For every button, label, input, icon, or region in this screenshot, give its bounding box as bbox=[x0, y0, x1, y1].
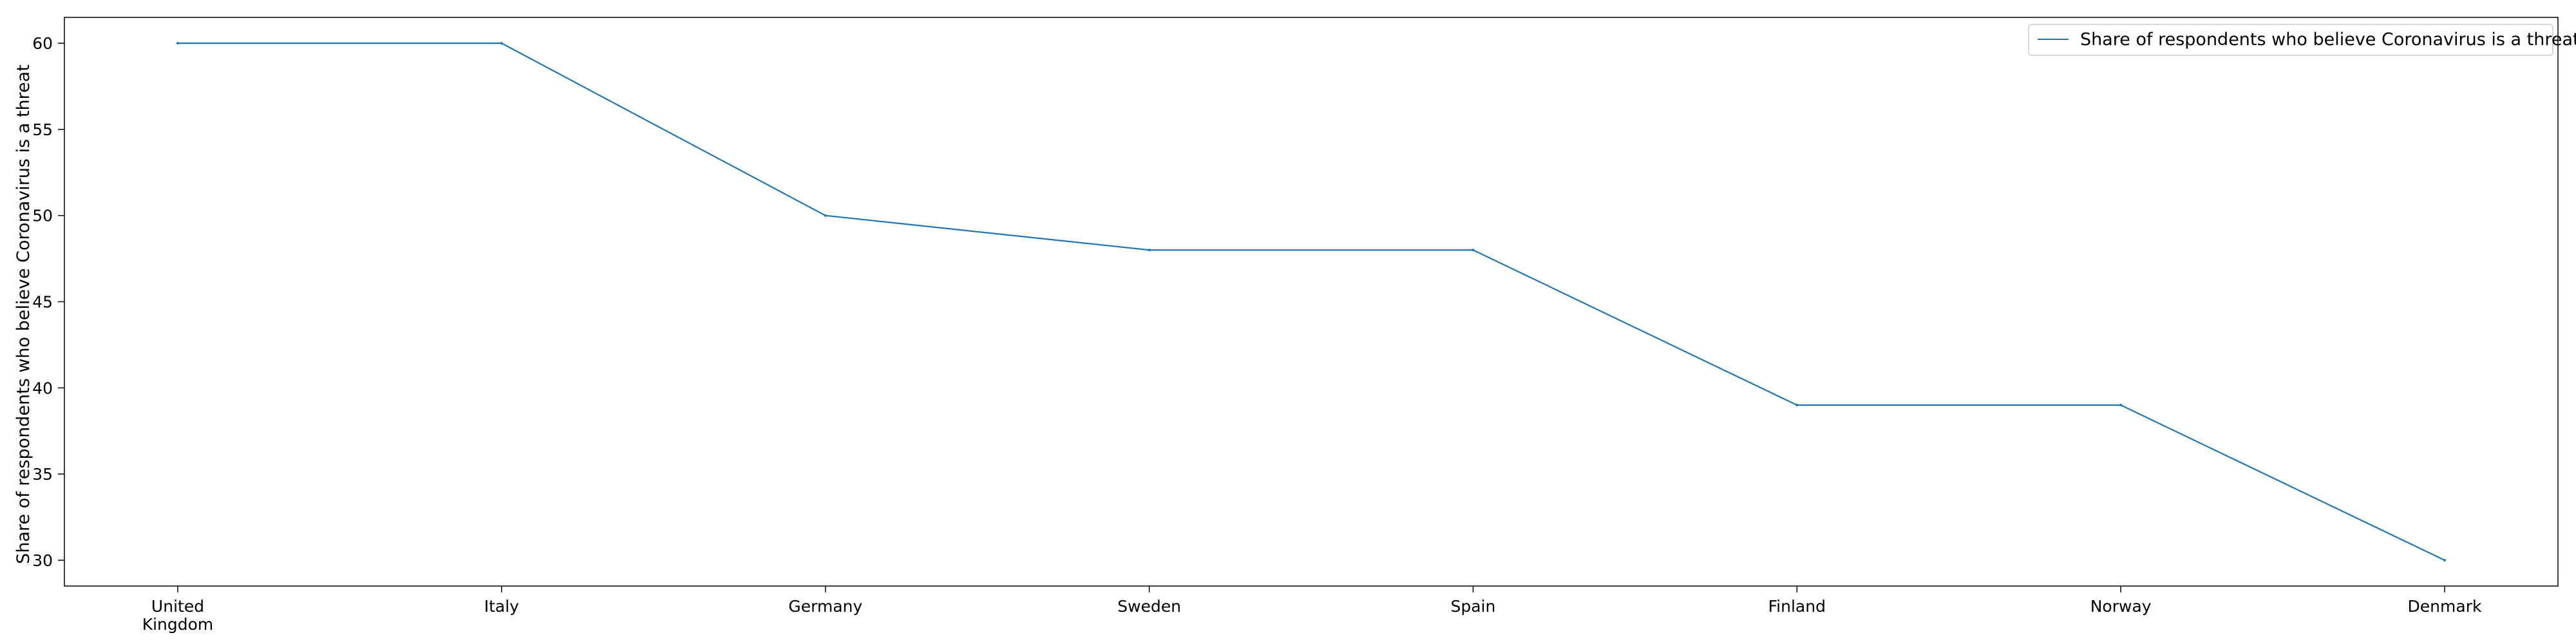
data-point bbox=[824, 214, 827, 217]
series-layer bbox=[176, 42, 2446, 562]
y-tick-label: 60 bbox=[32, 34, 53, 53]
data-point bbox=[500, 42, 503, 45]
data-point bbox=[2119, 404, 2123, 407]
x-tick-label: Spain bbox=[1450, 597, 1495, 616]
legend-entry-label: Share of respondents who believe Coronav… bbox=[2080, 30, 2576, 50]
x-axis: United Kingdom Italy Germany Sweden Spain Finl… bbox=[142, 586, 2482, 634]
y-tick-label: 30 bbox=[32, 551, 53, 570]
legend-box bbox=[2028, 24, 2553, 56]
y-tick-label: 50 bbox=[32, 207, 53, 225]
y-tick-label: 40 bbox=[32, 379, 53, 397]
x-tick-label: Norway bbox=[2090, 597, 2152, 616]
plot-frame bbox=[64, 17, 2559, 587]
x-tick-label: Denmark bbox=[2408, 597, 2482, 616]
x-tick-label: Germany bbox=[788, 597, 862, 616]
x-tick-label: Finland bbox=[1768, 597, 1826, 616]
x-tick-label: United Kingdom bbox=[142, 597, 214, 634]
data-point bbox=[1148, 249, 1151, 252]
data-point bbox=[1472, 249, 1475, 252]
y-axis-label: Share of respondents who believe Coronav… bbox=[14, 64, 33, 564]
legend: Share of respondents who believe Coronav… bbox=[2028, 24, 2576, 56]
data-point bbox=[2443, 558, 2446, 562]
series-line bbox=[178, 43, 2445, 561]
x-tick-label: Italy bbox=[484, 597, 519, 616]
plot-area bbox=[64, 17, 2559, 587]
y-tick-label: 45 bbox=[32, 293, 53, 312]
y-axis: 30 35 40 45 50 55 60 bbox=[32, 34, 64, 570]
y-tick-label: 35 bbox=[32, 465, 53, 484]
data-point bbox=[176, 42, 179, 45]
x-tick-label: Sweden bbox=[1117, 597, 1181, 616]
y-tick-label: 55 bbox=[32, 120, 53, 139]
data-point bbox=[1795, 404, 1799, 407]
